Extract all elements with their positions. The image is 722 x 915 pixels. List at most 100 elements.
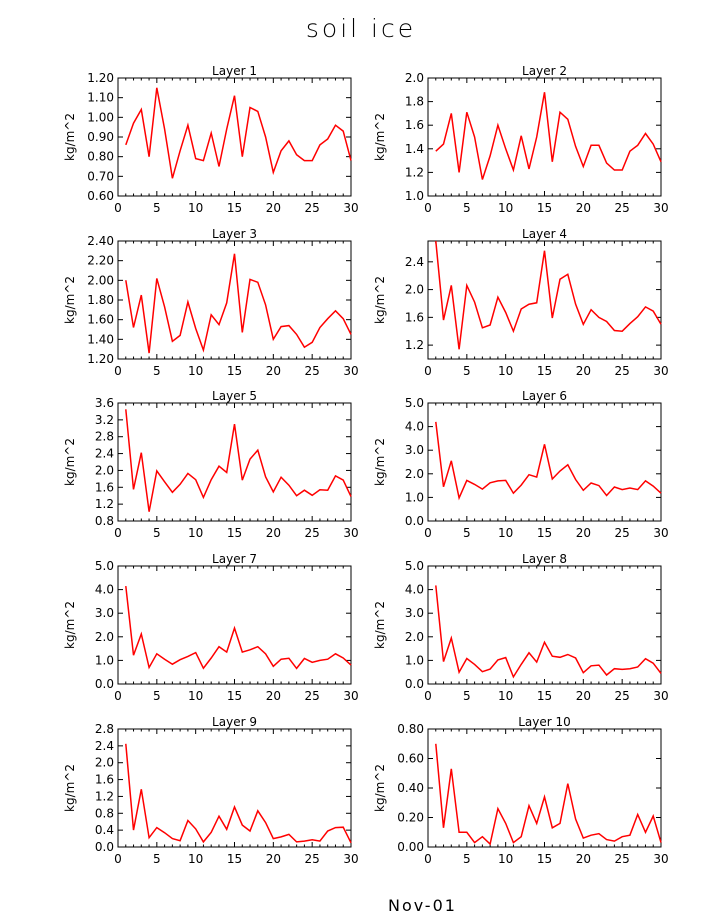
plot-frame	[117, 728, 352, 848]
panel-title: Layer 9	[212, 715, 257, 729]
y-axis-label: kg/m^2	[63, 438, 77, 486]
footer-label: Nov-01	[388, 896, 457, 915]
x-tick-label: 30	[343, 201, 358, 215]
y-tick-label: 1.0	[95, 653, 114, 667]
x-tick-label: 5	[463, 201, 471, 215]
x-tick-label: 20	[266, 852, 281, 866]
panel-layer-8: 0 5 10 15 20 25 30 0.0 1.0 2.0 3.0 4.0 5.0 Layer 8 kg/…	[373, 552, 669, 703]
x-tick-label: 25	[615, 201, 630, 215]
panel-layer-2: 0 5 10 15 20 25 30 1.0 1.2 1.4 1.6 1.8 2.0 Layer 2 kg/…	[373, 64, 669, 215]
x-tick-label: 15	[537, 852, 552, 866]
y-tick-label: 2.4	[95, 739, 114, 753]
x-tick-label: 30	[653, 689, 668, 703]
y-axis-label: kg/m^2	[63, 601, 77, 649]
y-tick-label: 2.0	[95, 463, 114, 477]
x-tick-label: 0	[424, 852, 432, 866]
x-tick-label: 0	[114, 364, 122, 378]
panel-title: Layer 4	[522, 227, 567, 241]
series-line	[125, 87, 352, 179]
x-tick-label: 25	[615, 689, 630, 703]
x-tick-label: 25	[305, 689, 320, 703]
panel-layer-6: 0 5 10 15 20 25 30 0.0 1.0 2.0 3.0 4.0 5.0 Layer 6 kg/…	[373, 389, 669, 540]
y-axis-label: kg/m^2	[373, 113, 387, 161]
y-tick-label: 1.8	[405, 95, 424, 109]
panel-title: Layer 10	[518, 715, 571, 729]
x-tick-label: 15	[227, 852, 242, 866]
x-tick-label: 20	[266, 689, 281, 703]
y-tick-label: 1.6	[95, 773, 114, 787]
panel-layer-4: 0 5 10 15 20 25 30 1.2 1.6 2.0 2.4 Layer 4 kg/m^2	[373, 227, 669, 378]
y-tick-label: 1.0	[405, 653, 424, 667]
y-tick-label: 2.00	[87, 273, 114, 287]
y-tick-label: 1.20	[87, 71, 114, 85]
y-tick-label: 1.6	[95, 480, 114, 494]
plot-frame	[427, 728, 662, 848]
x-tick-label: 10	[188, 689, 203, 703]
x-tick-label: 5	[153, 526, 161, 540]
plot-frame	[427, 402, 662, 522]
y-tick-label: 4.0	[405, 420, 424, 434]
x-tick-label: 5	[153, 852, 161, 866]
y-axis-label: kg/m^2	[63, 276, 77, 324]
series-line	[125, 253, 352, 354]
y-tick-label: 0.80	[397, 722, 424, 736]
x-tick-label: 15	[537, 364, 552, 378]
x-tick-label: 10	[188, 526, 203, 540]
y-tick-label: 0.4	[95, 823, 114, 837]
y-tick-label: 0.60	[87, 189, 114, 203]
x-tick-label: 10	[188, 852, 203, 866]
y-tick-label: 2.0	[95, 756, 114, 770]
x-tick-label: 0	[114, 526, 122, 540]
y-tick-label: 2.4	[405, 255, 424, 269]
y-tick-label: 1.40	[87, 332, 114, 346]
y-tick-label: 3.0	[95, 606, 114, 620]
x-tick-label: 0	[424, 526, 432, 540]
y-tick-label: 2.0	[405, 467, 424, 481]
y-tick-label: 5.0	[405, 559, 424, 573]
x-tick-label: 30	[343, 689, 358, 703]
y-tick-label: 5.0	[405, 396, 424, 410]
x-tick-label: 20	[266, 364, 281, 378]
x-tick-label: 5	[153, 364, 161, 378]
panel-layer-5: 0 5 10 15 20 25 30 0.8 1.2 1.6 2.0 2.4 2.8 3.2 3.6 Laye…	[63, 389, 359, 540]
y-tick-label: 1.2	[95, 497, 114, 511]
y-tick-label: 0.8	[95, 806, 114, 820]
y-axis-label: kg/m^2	[373, 276, 387, 324]
x-tick-label: 10	[498, 852, 513, 866]
x-tick-label: 20	[266, 201, 281, 215]
x-tick-label: 10	[498, 689, 513, 703]
x-tick-label: 5	[463, 852, 471, 866]
x-tick-label: 25	[305, 201, 320, 215]
y-tick-label: 2.0	[95, 630, 114, 644]
x-tick-label: 15	[537, 526, 552, 540]
y-tick-label: 2.40	[87, 234, 114, 248]
y-tick-label: 2.0	[405, 630, 424, 644]
y-tick-label: 4.0	[95, 583, 114, 597]
y-tick-label: 4.0	[405, 583, 424, 597]
series-line	[435, 743, 662, 846]
y-tick-label: 2.0	[405, 283, 424, 297]
x-tick-label: 15	[227, 526, 242, 540]
y-tick-label: 3.0	[405, 443, 424, 457]
x-tick-label: 25	[615, 526, 630, 540]
x-tick-label: 25	[305, 526, 320, 540]
x-tick-label: 0	[114, 689, 122, 703]
y-tick-label: 2.8	[95, 430, 114, 444]
x-tick-label: 30	[343, 852, 358, 866]
x-tick-label: 10	[188, 201, 203, 215]
series-line	[125, 743, 352, 844]
y-tick-label: 1.80	[87, 293, 114, 307]
x-tick-label: 25	[305, 364, 320, 378]
y-tick-label: 0.0	[95, 677, 114, 691]
y-tick-label: 5.0	[95, 559, 114, 573]
y-tick-label: 3.0	[405, 606, 424, 620]
series-line	[125, 586, 352, 670]
series-line	[435, 585, 662, 679]
y-tick-label: 0.8	[95, 514, 114, 528]
y-tick-label: 3.2	[95, 413, 114, 427]
x-tick-label: 30	[653, 201, 668, 215]
y-tick-label: 1.2	[405, 338, 424, 352]
x-tick-label: 5	[463, 526, 471, 540]
y-tick-label: 3.6	[95, 396, 114, 410]
panel-title: Layer 3	[212, 227, 257, 241]
